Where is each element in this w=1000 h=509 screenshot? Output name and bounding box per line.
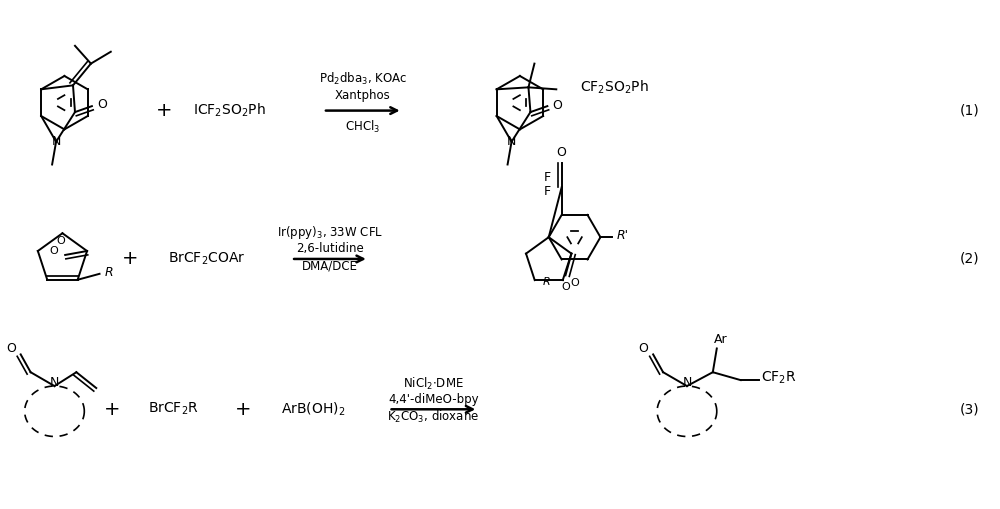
Text: N: N	[507, 135, 516, 148]
Text: N: N	[51, 135, 61, 148]
Text: +: +	[104, 400, 120, 419]
Text: ICF$_2$SO$_2$Ph: ICF$_2$SO$_2$Ph	[193, 102, 266, 119]
Text: Xantphos: Xantphos	[335, 89, 391, 102]
Text: O: O	[570, 278, 579, 288]
Text: F: F	[544, 171, 551, 184]
Text: Ir(ppy)$_3$, 33W CFL: Ir(ppy)$_3$, 33W CFL	[277, 224, 383, 241]
Text: O: O	[6, 342, 16, 355]
Text: R: R	[104, 266, 113, 279]
Text: ArB(OH)$_2$: ArB(OH)$_2$	[281, 401, 345, 418]
Text: CF$_2$SO$_2$Ph: CF$_2$SO$_2$Ph	[580, 79, 648, 96]
Text: +: +	[122, 249, 138, 268]
Text: 4,4'-diMeO-bpy: 4,4'-diMeO-bpy	[388, 393, 479, 406]
Text: O: O	[56, 236, 65, 246]
Text: +: +	[235, 400, 252, 419]
Text: O: O	[50, 246, 59, 256]
Text: BrCF$_2$R: BrCF$_2$R	[148, 401, 199, 417]
Text: F: F	[544, 185, 551, 197]
Text: DMA/DCE: DMA/DCE	[302, 260, 358, 272]
Text: N: N	[682, 376, 692, 388]
Text: K$_2$CO$_3$, dioxane: K$_2$CO$_3$, dioxane	[387, 409, 479, 425]
Text: CHCl$_3$: CHCl$_3$	[345, 119, 380, 135]
Text: NiCl$_2$$\cdot$DME: NiCl$_2$$\cdot$DME	[403, 376, 464, 391]
Text: +: +	[156, 101, 172, 120]
Text: N: N	[50, 376, 59, 388]
Text: O: O	[561, 282, 570, 292]
Text: (2): (2)	[960, 252, 979, 266]
Text: O: O	[638, 342, 648, 355]
Text: (1): (1)	[960, 104, 979, 118]
Text: O: O	[552, 99, 562, 111]
Text: Pd$_2$dba$_3$, KOAc: Pd$_2$dba$_3$, KOAc	[319, 71, 407, 87]
Text: R: R	[543, 277, 551, 287]
Text: R': R'	[616, 229, 628, 242]
Text: BrCF$_2$COAr: BrCF$_2$COAr	[168, 251, 245, 267]
Text: (3): (3)	[960, 402, 979, 416]
Text: CF$_2$R: CF$_2$R	[761, 370, 796, 386]
Text: Ar: Ar	[714, 333, 728, 346]
Text: O: O	[97, 98, 107, 110]
Text: O: O	[557, 146, 567, 159]
Text: 2,6-lutidine: 2,6-lutidine	[296, 242, 364, 254]
